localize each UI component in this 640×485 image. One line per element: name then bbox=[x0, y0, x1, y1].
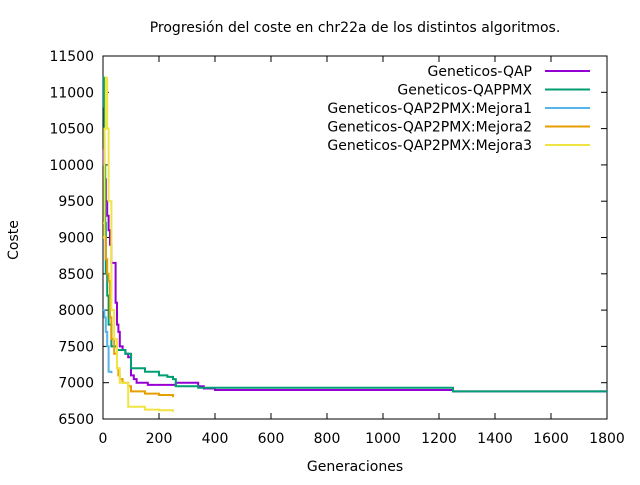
x-tick-label: 1200 bbox=[421, 431, 457, 447]
series-line-2 bbox=[103, 309, 113, 374]
x-axis-title: Generaciones bbox=[307, 459, 403, 475]
y-tick-label: 9000 bbox=[58, 231, 94, 247]
x-tick-label: 400 bbox=[202, 431, 229, 447]
legend-label: Geneticos-QAP2PMX:Mejora1 bbox=[327, 101, 532, 117]
y-tick-label: 7000 bbox=[58, 376, 94, 392]
y-tick-label: 11000 bbox=[49, 85, 94, 101]
y-tick-label: 9500 bbox=[58, 194, 94, 210]
x-tick-label: 600 bbox=[258, 431, 285, 447]
legend-label: Geneticos-QAP2PMX:Mejora3 bbox=[327, 138, 532, 154]
y-tick-label: 8500 bbox=[58, 267, 94, 283]
x-tick-label: 0 bbox=[99, 431, 108, 447]
axes: 0 200 400 600 800 1000 1200 1400 1600 1800 6500 700… bbox=[49, 49, 624, 447]
y-tick-label: 10500 bbox=[49, 122, 94, 138]
y-tick-label: 10000 bbox=[49, 158, 94, 174]
y-tick-label: 8000 bbox=[58, 303, 94, 319]
series-line-0 bbox=[102, 149, 607, 393]
y-tick-label: 7500 bbox=[58, 339, 94, 355]
chart-title: Progresión del coste en chr22a de los di… bbox=[150, 20, 561, 36]
y-axis-title: Coste bbox=[6, 220, 22, 260]
series-line-1 bbox=[102, 76, 607, 393]
y-tick-label: 6500 bbox=[58, 412, 94, 428]
series-line-4 bbox=[103, 76, 174, 412]
x-tick-label: 1400 bbox=[477, 431, 513, 447]
x-tick-label: 1000 bbox=[365, 431, 401, 447]
legend-label: Geneticos-QAPPMX bbox=[397, 83, 532, 99]
legend: Geneticos-QAP Geneticos-QAPPMX Geneticos-Q… bbox=[327, 64, 590, 154]
x-tick-label: 1800 bbox=[589, 431, 625, 447]
series-lines bbox=[102, 76, 607, 412]
x-tick-label: 800 bbox=[314, 431, 341, 447]
x-tick-label: 1600 bbox=[533, 431, 569, 447]
legend-label: Geneticos-QAP2PMX:Mejora2 bbox=[327, 120, 532, 136]
x-tick-label: 200 bbox=[146, 431, 173, 447]
legend-label: Geneticos-QAP bbox=[428, 64, 533, 80]
y-tick-label: 11500 bbox=[49, 49, 94, 65]
